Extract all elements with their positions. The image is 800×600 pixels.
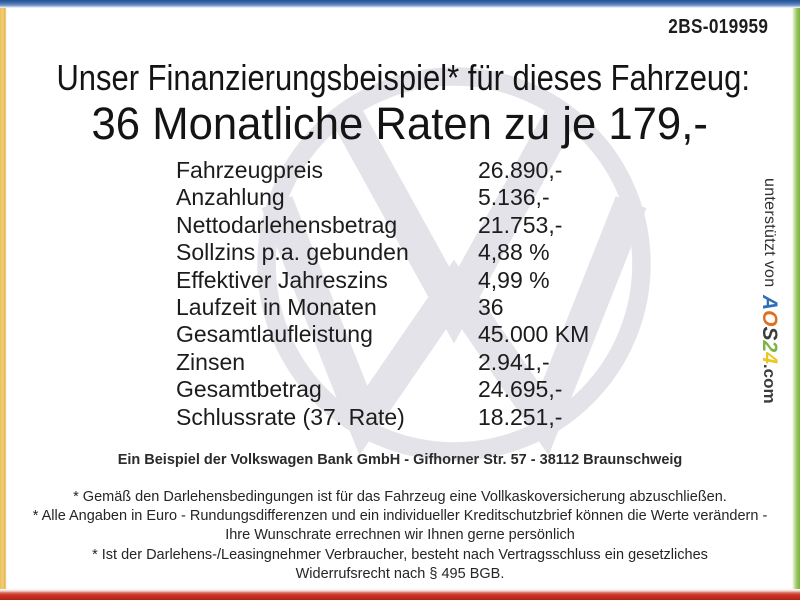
row-value: 21.753,- [478,211,563,238]
row-value: 4,99 % [478,266,550,293]
row-label: Nettodarlehensbetrag [176,211,398,238]
row-label: Laufzeit in Monaten [176,294,377,321]
supported-by-credit: unterstützt von AOS24.com [757,178,781,404]
aos24-logo: AOS24.com [758,295,781,405]
row-value: 45.000 KM [478,321,590,348]
rate-headline: 36 Monatliche Raten zu je 179,- [0,98,800,150]
bank-address-line: Ein Beispiel der Volkswagen Bank GmbH - … [117,452,683,468]
vw-logo-watermark-icon [257,67,651,461]
row-value: 18.251,- [478,403,563,430]
frame-bottom-stripe [0,589,800,600]
page-title: Unser Finanzierungsbeispiel* für dieses … [0,57,800,99]
frame-right-stripe [792,8,800,589]
row-label: Sollzins p.a. gebunden [176,239,409,266]
row-label: Schlussrate (37. Rate) [176,403,405,430]
row-value: 36 [478,294,504,321]
row-label: Gesamtbetrag [176,376,322,403]
table-row: Zinsen 2.941,- [176,349,589,376]
table-row: Sollzins p.a. gebunden 4,88 % [176,239,589,266]
frame-top-stripe [0,0,800,8]
frame-left-stripe [0,8,7,589]
table-row: Laufzeit in Monaten 36 [176,294,589,321]
footnote-euro-info: * Alle Angaben in Euro - Rundungsdiffere… [32,508,768,543]
table-row: Gesamtlaufleistung 45.000 KM [176,321,589,348]
table-row: Gesamtbetrag 24.695,- [176,376,589,403]
row-value: 2.941,- [478,348,550,375]
table-row: Nettodarlehensbetrag 21.753,- [176,212,589,239]
row-value: 24.695,- [478,376,563,403]
row-label: Anzahlung [176,184,285,211]
financing-table: Fahrzeugpreis 26.890,- Anzahlung 5.136,-… [176,157,589,431]
row-label: Effektiver Jahreszins [176,266,388,293]
page-title-text: Unser Finanzierungsbeispiel* für dieses … [56,57,750,98]
footnote-withdrawal: * Ist der Darlehens-/Leasingnehmer Verbr… [92,547,708,582]
row-label: Zinsen [176,348,246,375]
supported-by-label: unterstützt von [761,178,778,288]
table-row: Anzahlung 5.136,- [176,184,589,211]
row-label: Fahrzeugpreis [176,157,324,183]
table-row: Effektiver Jahreszins 4,99 % [176,267,589,294]
row-value: 26.890,- [478,157,563,183]
row-label: Gesamtlaufleistung [176,321,373,348]
row-value: 4,88 % [478,239,550,266]
table-row: Fahrzeugpreis 26.890,- [176,157,589,184]
rate-headline-text: 36 Monatliche Raten zu je 179,- [91,98,709,149]
row-value: 5.136,- [478,184,550,211]
footnote-insurance: * Gemäß den Darlehensbedingungen ist für… [73,489,727,505]
vehicle-code: 2BS-019959 [667,16,768,38]
table-row: Schlussrate (37. Rate) 18.251,- [176,404,589,431]
